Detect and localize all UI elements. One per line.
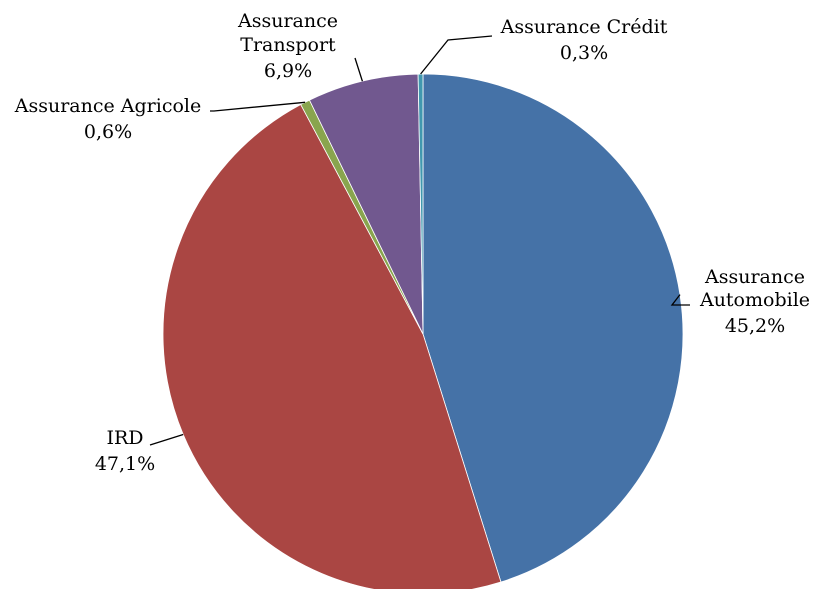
label-ird-value: 47,1% xyxy=(95,453,155,475)
label-assurance-transport-line1: Assurance xyxy=(237,10,338,32)
leader-lines xyxy=(149,35,690,446)
label-assurance-automobile-value: 45,2% xyxy=(725,315,785,337)
label-assurance-automobile-name-1: Assurance xyxy=(704,266,805,288)
label-assurance-agricole-value: 0,6% xyxy=(84,121,132,143)
label-assurance-automobile-line2: Automobile xyxy=(699,289,810,311)
leader-assurance-cr-dit xyxy=(420,35,493,75)
slice-assurance-cr-dit xyxy=(417,73,424,335)
leader-assurance-transport xyxy=(354,57,364,82)
slice-assurance-transport xyxy=(308,73,424,335)
label-assurance-transport-value: 6,9% xyxy=(264,60,312,82)
label-assurance-credit-value: 0,3% xyxy=(560,42,608,64)
leader-ird xyxy=(149,433,184,446)
label-assurance-credit-name: Assurance Crédit xyxy=(500,16,668,38)
label-assurance-transport-line2: Transport xyxy=(240,34,336,56)
leader-assurance-agricole xyxy=(210,101,306,112)
slice-ird xyxy=(162,103,502,589)
leader-assurance-automobile xyxy=(670,294,690,306)
label-assurance-agricole-name: Assurance Agricole xyxy=(14,95,201,117)
label-ird-name: IRD xyxy=(106,427,143,449)
label-assurance-automobile: Assurance xyxy=(704,266,805,288)
pie-slices xyxy=(162,73,684,589)
